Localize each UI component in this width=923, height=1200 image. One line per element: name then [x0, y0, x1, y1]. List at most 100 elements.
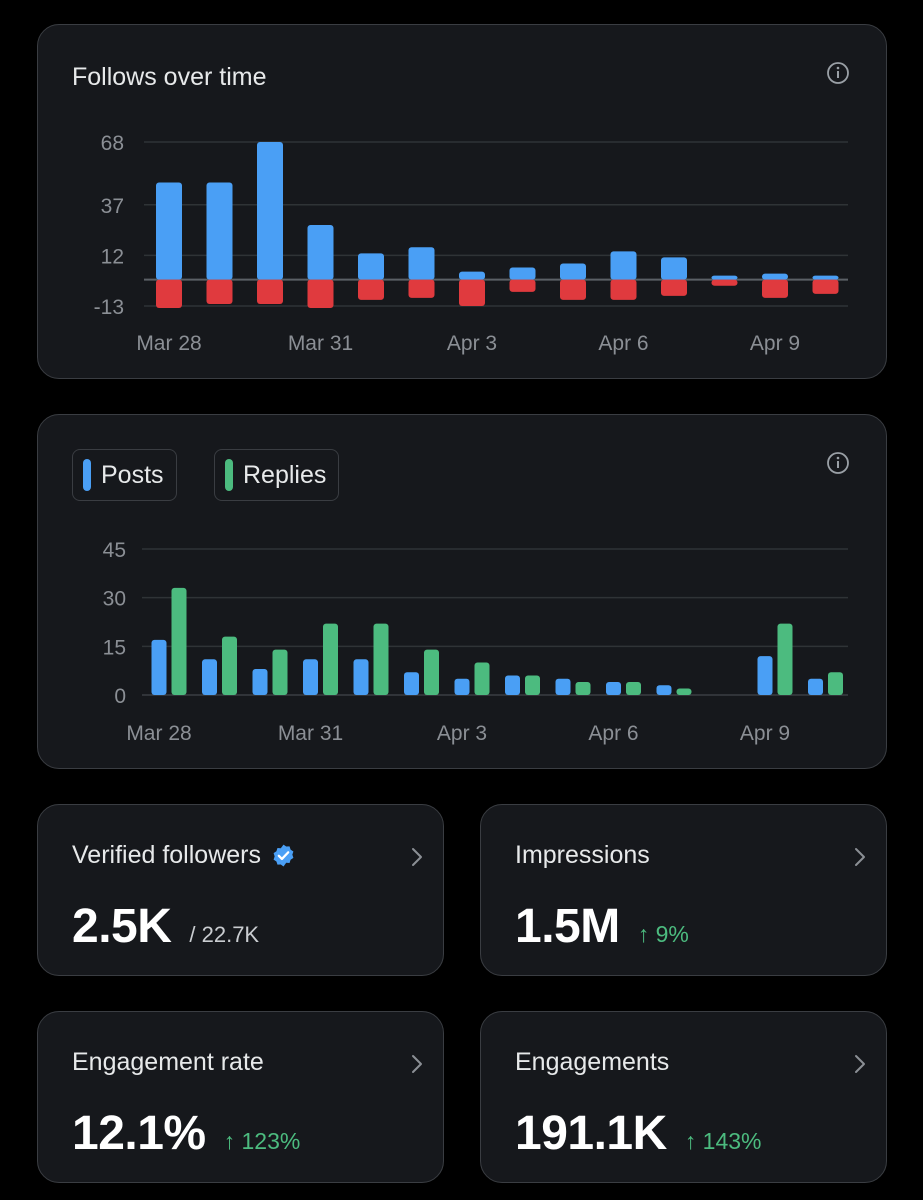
verified-followers-value: 2.5K [72, 900, 172, 953]
bar-replies-1 [222, 636, 237, 695]
bar-posts-10 [656, 685, 672, 695]
bar-posts-4 [353, 659, 369, 695]
verified-followers-title: Verified followers [72, 841, 261, 869]
bar-replies-7 [525, 675, 540, 695]
verified-followers-card[interactable]: Verified followers 2.5K / 22.7K [37, 804, 444, 976]
engagement-rate-value-row: 12.1% ↑ 123% [72, 1106, 300, 1161]
bar-posts-12 [757, 656, 773, 695]
bar-gained-11 [711, 275, 738, 280]
verified-followers-title-row: Verified followers [72, 841, 296, 870]
bar-posts-9 [606, 682, 621, 695]
engagements-title: Engagements [515, 1048, 670, 1076]
info-icon[interactable] [826, 61, 850, 85]
x-tick-label: Apr 6 [598, 332, 648, 355]
bar-replies-12 [777, 623, 793, 695]
bar-gained-3 [307, 225, 334, 280]
legend-posts-label: Posts [101, 460, 164, 489]
bar-posts-8 [555, 678, 571, 695]
bar-gained-12 [762, 273, 788, 280]
engagements-card[interactable]: Engagements 191.1K ↑ 143% [480, 1011, 887, 1183]
bar-posts-6 [454, 678, 470, 695]
verified-followers-value-row: 2.5K / 22.7K [72, 899, 259, 954]
replies-swatch [225, 459, 233, 491]
info-icon[interactable] [826, 451, 850, 475]
x-tick-label: Apr 9 [740, 722, 790, 745]
chevron-right-icon[interactable] [409, 1052, 425, 1076]
bar-posts-1 [202, 659, 217, 695]
follows-over-time-card: Follows over time 68 37 12 -13 Mar 28 Mar 31 A… [37, 24, 887, 379]
bar-gained-4 [358, 253, 384, 280]
bar-lost-12 [762, 279, 788, 298]
bar-replies-3 [323, 623, 338, 695]
follows-chart: 68 37 12 -13 Mar 28 Mar 31 Apr 3 Apr 6 Apr 9 [94, 132, 848, 355]
bar-lost-7 [509, 279, 536, 292]
engagement-rate-card[interactable]: Engagement rate 12.1% ↑ 123% [37, 1011, 444, 1183]
legend-replies-label: Replies [243, 460, 327, 489]
bar-gained-7 [509, 267, 536, 280]
bar-lost-4 [358, 279, 384, 300]
x-tick-label: Apr 3 [447, 332, 497, 355]
bar-gained-0 [156, 182, 182, 280]
x-tick-label: Apr 9 [750, 332, 800, 355]
bar-replies-8 [575, 682, 591, 695]
bar-replies-6 [474, 662, 490, 695]
total-followers-value: / 22.7K [189, 922, 260, 947]
chevron-right-icon[interactable] [852, 845, 868, 869]
bar-gained-8 [560, 263, 586, 280]
bar-gained-6 [459, 271, 485, 280]
y-tick-label: 12 [101, 245, 124, 268]
x-tick-label: Apr 6 [588, 722, 638, 745]
bar-replies-10 [676, 688, 692, 695]
follows-chart-title: Follows over time [72, 63, 267, 91]
bar-lost-6 [459, 279, 485, 306]
bar-lost-0 [156, 279, 182, 309]
bar-gained-13 [812, 275, 839, 280]
legend-replies-toggle[interactable]: Replies [214, 449, 340, 501]
bar-lost-11 [711, 279, 738, 286]
bar-lost-3 [307, 279, 334, 309]
bar-lost-2 [257, 279, 283, 304]
bar-replies-13 [828, 672, 843, 695]
chevron-right-icon[interactable] [852, 1052, 868, 1076]
bar-lost-10 [661, 279, 687, 296]
bar-posts-3 [303, 659, 318, 695]
engagement-rate-title: Engagement rate [72, 1048, 264, 1076]
bar-lost-5 [408, 279, 435, 298]
x-tick-label: Apr 3 [437, 722, 487, 745]
impressions-title: Impressions [515, 841, 650, 869]
bar-gained-10 [661, 257, 687, 280]
x-tick-label: Mar 28 [136, 332, 201, 355]
bar-lost-1 [206, 279, 233, 304]
y-tick-label: 68 [101, 132, 124, 155]
y-tick-label: 37 [101, 195, 124, 218]
posts-swatch [83, 459, 91, 491]
y-tick-label: 30 [103, 588, 126, 611]
bar-posts-7 [505, 675, 520, 695]
legend-posts-toggle[interactable]: Posts [72, 449, 177, 501]
impressions-change: ↑ 9% [637, 921, 689, 947]
bar-replies-5 [424, 649, 439, 695]
bar-replies-4 [373, 623, 389, 695]
engagements-value-row: 191.1K ↑ 143% [515, 1106, 762, 1161]
x-tick-label: Mar 31 [288, 332, 353, 355]
engagements-change: ↑ 143% [684, 1128, 762, 1154]
bar-replies-9 [626, 682, 641, 695]
impressions-value: 1.5M [515, 900, 620, 953]
impressions-card[interactable]: Impressions 1.5M ↑ 9% [480, 804, 887, 976]
x-tick-label: Mar 28 [126, 722, 191, 745]
bar-gained-9 [610, 251, 637, 280]
engagement-rate-change: ↑ 123% [223, 1128, 301, 1154]
bar-gained-2 [257, 142, 283, 280]
bar-posts-0 [151, 639, 167, 695]
chevron-right-icon[interactable] [409, 845, 425, 869]
bar-replies-0 [171, 587, 187, 695]
engagements-value: 191.1K [515, 1107, 667, 1160]
y-tick-label: 15 [103, 636, 126, 659]
y-tick-label: 0 [114, 685, 126, 708]
bar-posts-2 [252, 669, 268, 695]
bar-gained-1 [206, 182, 233, 280]
bar-gained-5 [408, 247, 435, 280]
bar-replies-2 [272, 649, 288, 695]
bar-lost-9 [610, 279, 637, 300]
